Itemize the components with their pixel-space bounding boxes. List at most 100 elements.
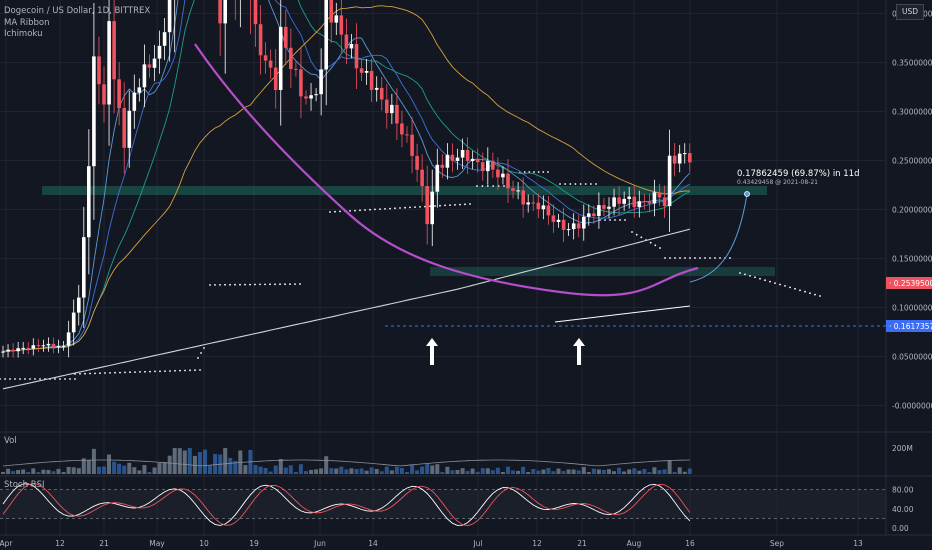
ichimoku-dot bbox=[339, 210, 341, 213]
time-tick-label: Sep bbox=[770, 539, 784, 548]
ichimoku-dot bbox=[739, 272, 741, 274]
candle-body bbox=[299, 69, 303, 97]
volume-bar bbox=[546, 468, 551, 474]
volume-bar bbox=[334, 468, 339, 474]
volume-bar bbox=[607, 469, 611, 474]
ichimoku-dot bbox=[239, 283, 241, 286]
volume-label: Vol bbox=[4, 436, 17, 446]
ichimoku-dot bbox=[684, 257, 686, 259]
descending-arc bbox=[194, 43, 699, 297]
stoch-tick-label: 80.00 bbox=[892, 486, 914, 495]
volume-bar bbox=[672, 472, 677, 474]
ma-200-line bbox=[2, 228, 690, 390]
volume-bar bbox=[445, 466, 450, 474]
symbol-title: Dogecoin / US Dollar, 1D, BITTREX bbox=[4, 6, 151, 16]
volume-bar bbox=[36, 472, 41, 474]
volume-bar bbox=[309, 469, 314, 474]
volume-bar bbox=[319, 468, 324, 474]
volume-bar bbox=[379, 471, 384, 474]
volume-bar bbox=[228, 458, 233, 474]
volume-bar bbox=[526, 472, 531, 474]
volume-bar bbox=[21, 469, 26, 474]
volume-bar bbox=[304, 471, 308, 474]
candle-body bbox=[526, 202, 530, 205]
ichimoku-dot bbox=[604, 219, 606, 221]
volume-bar bbox=[223, 448, 228, 474]
volume-bar bbox=[622, 471, 627, 474]
currency-button[interactable]: USD bbox=[896, 4, 924, 20]
candle-body bbox=[56, 346, 61, 347]
volume-bar bbox=[26, 472, 31, 474]
volume-bar bbox=[81, 458, 86, 474]
ichimoku-dot bbox=[354, 209, 356, 212]
ichimoku-dot bbox=[254, 283, 256, 286]
candle-body bbox=[617, 197, 621, 204]
ichimoku-dot bbox=[79, 372, 81, 375]
candle-body bbox=[309, 95, 313, 99]
volume-bar bbox=[425, 463, 430, 474]
ichimoku-dot bbox=[84, 372, 86, 375]
candle-body bbox=[82, 237, 86, 298]
ichimoku-dot bbox=[469, 203, 471, 205]
ichimoku-dot bbox=[194, 369, 196, 372]
volume-bar bbox=[213, 453, 218, 474]
ichimoku-label: Ichimoku bbox=[4, 29, 43, 39]
volume-bar bbox=[288, 465, 293, 474]
volume-bar bbox=[1, 472, 5, 474]
candle-body bbox=[501, 173, 505, 178]
candles bbox=[1, 0, 692, 358]
price-axis: 0.800000000.750000000.700000000.65000000… bbox=[892, 10, 932, 411]
volume-bar bbox=[117, 463, 122, 474]
volume-bar bbox=[283, 467, 288, 474]
last-price-label-box bbox=[886, 277, 932, 289]
ichimoku-dot bbox=[789, 286, 791, 289]
ichimoku-dot bbox=[754, 276, 756, 279]
ichimoku-dot bbox=[784, 285, 786, 287]
volume-bar bbox=[76, 468, 81, 474]
resistance-zones bbox=[42, 186, 775, 276]
price-labels: · 0.25395000 · 0.16173577 0.17862459 (69.8… bbox=[737, 169, 932, 332]
candle-body bbox=[77, 297, 81, 313]
volume-bar bbox=[642, 469, 647, 474]
ichimoku-dot bbox=[224, 283, 226, 286]
ichimoku-dot bbox=[197, 357, 199, 359]
ichimoku-dot bbox=[635, 233, 638, 236]
candle-body bbox=[289, 47, 293, 69]
ichimoku-dot bbox=[649, 241, 652, 244]
ichimoku-dot bbox=[174, 369, 176, 372]
volume-bar bbox=[107, 454, 111, 474]
volume-bar bbox=[46, 469, 51, 474]
volume-bar bbox=[389, 470, 394, 474]
candle-body bbox=[662, 197, 667, 206]
volume-bar bbox=[172, 448, 177, 474]
time-tick-label: 16 bbox=[685, 539, 695, 548]
support-price-label: · 0.16173577 bbox=[889, 322, 932, 331]
candle-body bbox=[541, 205, 546, 210]
candle-body bbox=[496, 169, 500, 178]
candle-body bbox=[450, 154, 455, 161]
candle-body bbox=[92, 56, 96, 167]
ichimoku-cloud bbox=[0, 171, 821, 380]
volume-bar bbox=[11, 471, 16, 474]
ichimoku-dot bbox=[349, 210, 351, 212]
volume-bar bbox=[647, 472, 652, 474]
volume-bar bbox=[586, 472, 591, 474]
candle-body bbox=[319, 69, 323, 95]
ichimoku-dot bbox=[199, 369, 201, 371]
volume-pane: 200M bbox=[0, 431, 932, 474]
ichimoku-dot bbox=[244, 283, 246, 286]
candle-body bbox=[263, 55, 268, 61]
volume-bar bbox=[394, 466, 399, 474]
ichimoku-dot bbox=[219, 284, 221, 286]
volume-bar bbox=[147, 472, 152, 474]
volume-bar bbox=[399, 467, 404, 474]
ichimoku-dot bbox=[449, 204, 451, 207]
ichimoku-dot bbox=[523, 171, 526, 173]
candle-body bbox=[147, 64, 152, 68]
volume-bar bbox=[369, 467, 374, 474]
candle-body bbox=[551, 215, 556, 222]
candle-body bbox=[359, 68, 364, 73]
